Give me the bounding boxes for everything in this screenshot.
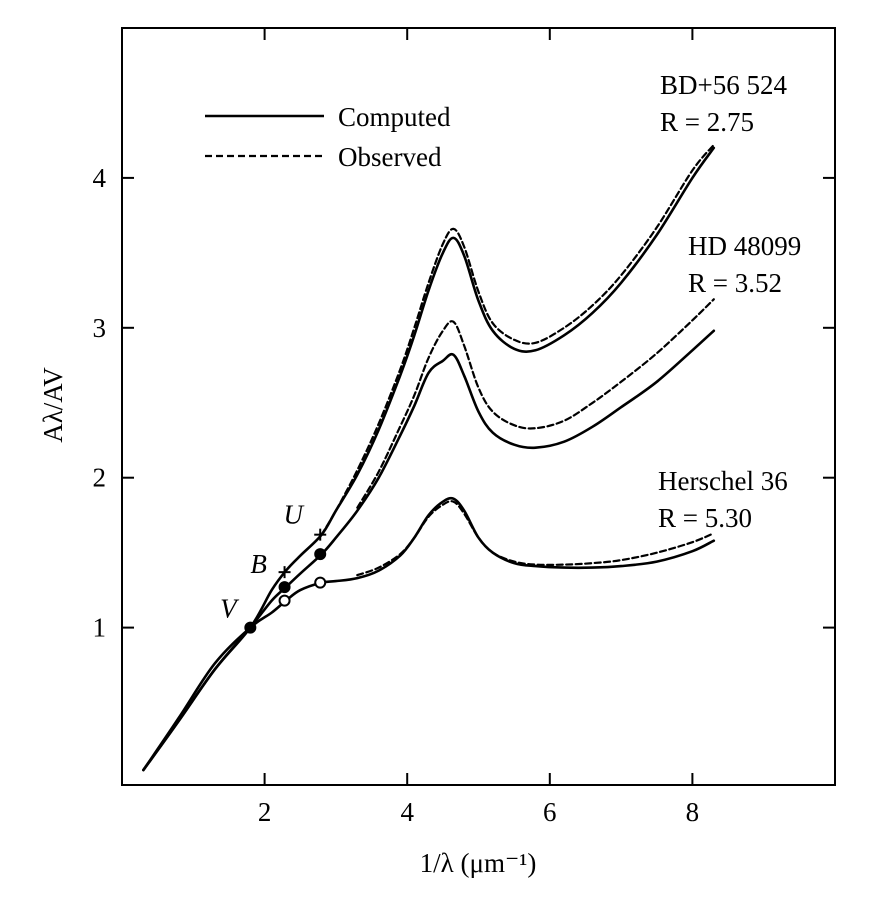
curve-r-bd56524: R = 2.75 xyxy=(660,107,754,137)
series-line-hd-48099-observed xyxy=(356,298,715,509)
x-tick-label: 6 xyxy=(543,797,557,827)
series-line-hd-48099-computed xyxy=(142,329,716,772)
y-tick-label: 3 xyxy=(93,313,107,343)
marker-open-U xyxy=(314,576,327,589)
tick-labels: 2 4 6 8 1 2 3 4 xyxy=(93,163,700,827)
marker-plus-U xyxy=(314,528,327,541)
x-axis-title: 1/λ (μm⁻¹) xyxy=(420,848,537,878)
series-line-herschel-36-observed xyxy=(356,500,715,577)
marker-filled-U xyxy=(314,548,327,561)
band-label-B: B xyxy=(250,549,267,579)
y-tick-label: 2 xyxy=(93,463,107,493)
series-line-bd-56-524-observed xyxy=(320,143,715,536)
curve-name-bd56524: BD+56 524 xyxy=(660,70,787,100)
curve-r-hd48099: R = 3.52 xyxy=(688,268,782,298)
legend-label-observed: Observed xyxy=(338,142,442,172)
plot-frame xyxy=(121,27,836,786)
curve-name-herschel36: Herschel 36 xyxy=(658,466,788,496)
marker-plus-B xyxy=(278,566,291,579)
axis-ticks xyxy=(122,28,835,785)
legend: Computed Observed xyxy=(205,102,451,172)
legend-label-computed: Computed xyxy=(338,102,451,132)
marker-filled-B xyxy=(278,581,291,594)
band-labels: VBU xyxy=(220,500,304,624)
series-line-bd-56-524-computed xyxy=(142,146,716,772)
x-tick-label: 4 xyxy=(400,797,414,827)
series-line-herschel-36-computed xyxy=(142,496,716,772)
band-label-V: V xyxy=(220,594,240,624)
curve-r-herschel36: R = 5.30 xyxy=(658,503,752,533)
y-tick-label: 4 xyxy=(93,163,107,193)
x-tick-label: 8 xyxy=(686,797,700,827)
y-tick-label: 1 xyxy=(93,613,107,643)
band-label-U: U xyxy=(283,500,304,530)
marker-filled-V xyxy=(244,621,257,634)
x-tick-label: 2 xyxy=(258,797,272,827)
marker-open-B xyxy=(278,594,291,607)
y-axis-title: Aλ/AV xyxy=(38,367,68,443)
curve-name-hd48099: HD 48099 xyxy=(688,231,801,261)
band-markers xyxy=(244,528,327,634)
series-layer xyxy=(142,143,716,772)
curve-labels: BD+56 524 R = 2.75 HD 48099 R = 3.52 Her… xyxy=(658,70,801,533)
